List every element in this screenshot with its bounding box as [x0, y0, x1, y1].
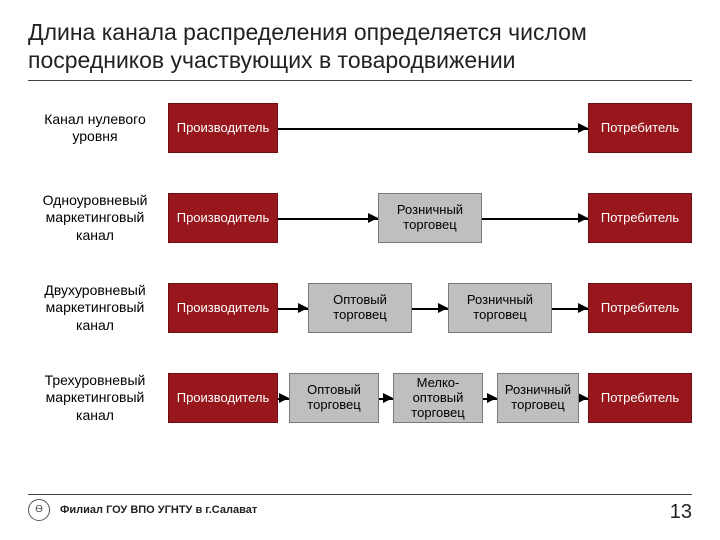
flow-area: Производитель Потребитель: [168, 103, 692, 153]
node-middle: Розничный торговец: [497, 373, 579, 423]
channel-row: Одноуровневый маркетинговый каналПроизво…: [28, 193, 692, 243]
arrow-right-icon: [279, 393, 289, 403]
channel-row: Канал нулевого уровняПроизводитель Потреб…: [28, 103, 692, 153]
flow-area: Производитель Оптовый торговец Розничный т…: [168, 283, 692, 333]
arrow-right-icon: [383, 393, 393, 403]
node-consumer: Потребитель: [588, 373, 692, 423]
node-producer: Производитель: [168, 193, 278, 243]
arrow-right-icon: [578, 213, 588, 223]
row-label: Канал нулевого уровня: [28, 111, 168, 146]
node-consumer: Потребитель: [588, 103, 692, 153]
node-consumer: Потребитель: [588, 193, 692, 243]
page-number: 13: [670, 501, 692, 524]
channel-row: Двухуровневый маркетинговый каналПроизво…: [28, 283, 692, 333]
slide-title: Длина канала распределения определяется …: [28, 18, 692, 81]
row-label: Двухуровневый маркетинговый канал: [28, 282, 168, 335]
flow-area: Производитель Розничный торговец Потребите…: [168, 193, 692, 243]
node-middle: Мелко-оптовый торговец: [393, 373, 483, 423]
arrow-right-icon: [438, 303, 448, 313]
channel-row: Трехуровневый маркетинговый каналПроизво…: [28, 373, 692, 423]
arrow-right-icon: [368, 213, 378, 223]
slide: Длина канала распределения определяется …: [0, 0, 720, 540]
arrow-right-icon: [578, 123, 588, 133]
arrow-right-icon: [487, 393, 497, 403]
node-middle: Оптовый торговец: [289, 373, 379, 423]
node-middle: Розничный торговец: [448, 283, 552, 333]
node-middle: Розничный торговец: [378, 193, 482, 243]
node-consumer: Потребитель: [588, 283, 692, 333]
node-producer: Производитель: [168, 103, 278, 153]
row-label: Трехуровневый маркетинговый канал: [28, 372, 168, 425]
row-label: Одноуровневый маркетинговый канал: [28, 192, 168, 245]
arrow-right-icon: [298, 303, 308, 313]
arrow-right-icon: [578, 393, 588, 403]
footer: Ѳ Филиал ГОУ ВПО УГНТУ в г.Салават 13: [28, 494, 692, 524]
arrow-right-icon: [578, 303, 588, 313]
flow-area: ПроизводительОптовый торговец Мелко-оптов…: [168, 373, 692, 423]
node-producer: Производитель: [168, 373, 278, 423]
node-middle: Оптовый торговец: [308, 283, 412, 333]
footer-logo-icon: Ѳ: [28, 499, 50, 521]
channel-rows: Канал нулевого уровняПроизводительПотреб…: [28, 103, 692, 423]
node-producer: Производитель: [168, 283, 278, 333]
footer-org: Филиал ГОУ ВПО УГНТУ в г.Салават: [60, 504, 257, 516]
